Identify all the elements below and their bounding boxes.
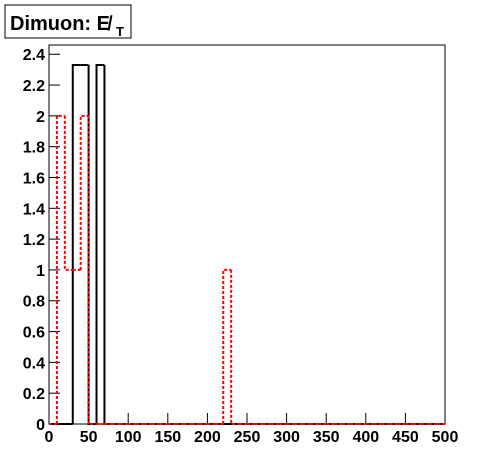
y-tick-label: 0.6 (23, 325, 45, 342)
x-tick-label: 0 (45, 429, 54, 446)
y-tick-label: 1.8 (23, 140, 45, 157)
x-tick-label: 200 (194, 429, 221, 446)
histogram-bin (87, 65, 97, 425)
x-tick-label: 50 (80, 429, 98, 446)
chart-title: Dimuon: E̸ (10, 13, 113, 35)
histogram-bin (87, 115, 97, 425)
y-tick-label: 2.2 (23, 78, 45, 95)
plot-frame (48, 44, 446, 425)
y-tick-label: 0 (36, 417, 45, 434)
title-box (4, 4, 132, 39)
y-tick-label: 2.4 (23, 47, 45, 64)
histogram-bin (79, 114, 89, 270)
x-tick-label: 100 (115, 429, 142, 446)
x-tick-label: 400 (352, 429, 379, 446)
y-tick-label: 1.2 (23, 232, 45, 249)
x-tick-label: 250 (234, 429, 261, 446)
histogram-bin (71, 64, 81, 424)
chart-title-subscript: T (116, 24, 124, 39)
x-tick-label: 150 (154, 429, 181, 446)
histogram-bin (55, 114, 65, 424)
histogram-bin (95, 64, 105, 424)
histogram-bin (103, 65, 113, 425)
y-tick-label: 0.8 (23, 294, 45, 311)
y-tick-label: 1.4 (23, 201, 45, 218)
y-tick-label: 1.6 (23, 170, 45, 187)
x-tick-label: 300 (273, 429, 300, 446)
x-tick-label: 350 (313, 429, 340, 446)
histogram-bin (63, 115, 73, 271)
histogram-bin (222, 268, 232, 424)
y-tick-label: 1 (36, 263, 45, 280)
histogram-bin (230, 269, 240, 425)
y-tick-label: 0.4 (23, 355, 45, 372)
y-tick-label: 2 (36, 109, 45, 126)
x-tick-label: 450 (392, 429, 419, 446)
x-tick-label: 500 (432, 429, 459, 446)
y-tick-label: 0.2 (23, 386, 45, 403)
